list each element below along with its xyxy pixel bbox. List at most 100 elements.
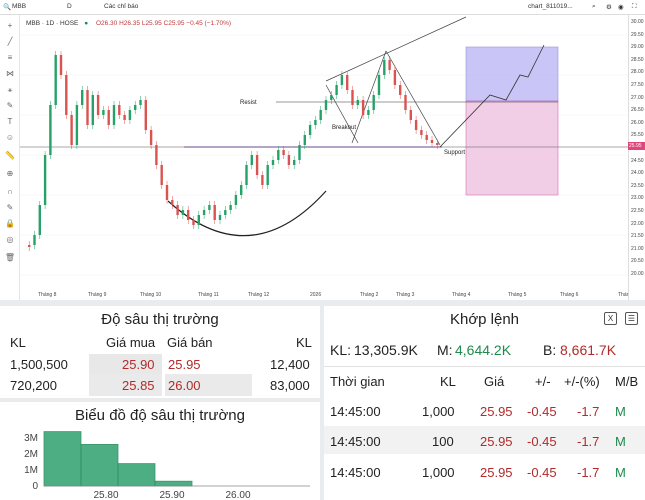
time-tick: Tháng 11 xyxy=(198,292,219,298)
candle xyxy=(139,100,142,105)
candle xyxy=(255,155,259,175)
time-tick: 2026 xyxy=(310,292,322,298)
match-price: 25.95 xyxy=(480,465,513,480)
candle xyxy=(425,135,428,140)
drawing-toolbar: + ╱ ≡ ⋈ ⚹ ✎ T ☺ 📏 ⊕ ∩ ✎ 🔒 ◎ 🗑 xyxy=(0,15,20,300)
candle xyxy=(377,75,381,95)
eye-icon[interactable]: ◎ xyxy=(6,235,14,244)
candle xyxy=(346,75,349,90)
indicators-button[interactable]: Các chỉ báo xyxy=(104,3,139,10)
table-row xyxy=(324,398,645,426)
emoji-icon[interactable]: ☺ xyxy=(5,133,15,142)
risk-zone xyxy=(465,100,559,196)
candle xyxy=(298,145,301,160)
symbol-search[interactable]: MBB xyxy=(12,3,27,10)
depth-header-kl-left: KL xyxy=(10,335,26,350)
fullscreen-icon[interactable]: ⛶ xyxy=(632,3,637,10)
candle xyxy=(128,110,132,120)
price-tick: 25.50 xyxy=(631,132,644,139)
settings-icon[interactable]: ⚙ xyxy=(606,4,612,11)
candle xyxy=(277,150,280,160)
crosshair-icon[interactable]: + xyxy=(7,21,13,30)
chart-layout-name[interactable]: chart_811019... xyxy=(528,3,573,10)
brush-icon[interactable]: ✎ xyxy=(6,101,14,110)
time-tick: Tháng 9 xyxy=(88,292,107,298)
b-label: B: xyxy=(543,342,557,358)
candle xyxy=(54,55,57,105)
depth-ask-vol: 12,400 xyxy=(270,357,310,372)
candle xyxy=(197,215,200,225)
time-tick: Tháng 5 xyxy=(508,292,527,298)
depth-chart: 3M 2M 1M 0 25.80 25.90 26.00 xyxy=(24,431,310,500)
candle xyxy=(303,135,306,145)
interval-button[interactable]: D xyxy=(67,3,72,10)
y-tick-label: 1M xyxy=(24,465,38,476)
bid-bar xyxy=(89,374,162,396)
candle xyxy=(43,155,47,205)
candle xyxy=(245,165,248,185)
resist-label: Resist xyxy=(240,100,257,106)
lock-icon[interactable]: 🔒 xyxy=(5,219,15,228)
time-tick: Tháng 3 xyxy=(396,292,415,298)
depth-ask-price: 26.00 xyxy=(168,378,201,393)
ruler-icon[interactable]: 📏 xyxy=(5,151,15,160)
match-header-side: M/B xyxy=(615,374,639,389)
price-axis: 30.00 29.50 29.00 28.50 28.00 27.50 27.00 26.50… xyxy=(628,15,645,300)
price-tick: 30.00 xyxy=(631,19,644,25)
match-header-kl: KL xyxy=(440,374,456,389)
price-chart[interactable]: MBB · 1D · HOSE ● O26.30 H26.35 L25.95 C… xyxy=(20,15,628,300)
legend-ohlc: O26.30 H26.35 L25.95 C25.95 −0.45 (−1.70… xyxy=(95,20,232,27)
candle xyxy=(208,205,211,210)
lock-draw-icon[interactable]: ✎ xyxy=(6,203,14,212)
price-tick: 21.00 xyxy=(631,245,644,252)
list-view-icon[interactable]: ☰ xyxy=(625,312,638,325)
time-tick: Tháng 2 xyxy=(360,292,379,298)
status-dot-icon: ● xyxy=(84,20,89,27)
x-tick-label: 25.90 xyxy=(159,490,184,500)
match-change: -0.45 xyxy=(527,434,557,449)
candle xyxy=(250,155,253,165)
candle xyxy=(75,105,79,145)
price-tick: 23.50 xyxy=(631,182,644,189)
zoom-icon[interactable]: ⊕ xyxy=(6,169,14,178)
camera-icon[interactable]: ◉ xyxy=(618,4,624,11)
candle xyxy=(330,95,333,100)
candle xyxy=(70,115,73,145)
y-tick-label: 2M xyxy=(24,449,38,460)
channel-right xyxy=(385,50,441,146)
ask-bar xyxy=(165,374,252,396)
cup-arc xyxy=(167,190,327,237)
price-tick: 23.00 xyxy=(631,195,644,202)
candle xyxy=(218,215,222,220)
search-icon-right[interactable]: ⌕ xyxy=(592,3,596,10)
price-tick: 29.50 xyxy=(631,31,644,38)
candle xyxy=(372,95,375,110)
trash-icon[interactable]: 🗑 xyxy=(4,253,16,262)
fib-icon[interactable]: ⋈ xyxy=(6,69,14,78)
pattern-icon[interactable]: ⚹ xyxy=(7,85,13,94)
depth-ask-vol: 83,000 xyxy=(270,378,310,393)
candle xyxy=(351,90,354,105)
bid-bar xyxy=(89,354,162,374)
candle xyxy=(314,120,317,125)
y-tick-label: 0 xyxy=(32,481,38,492)
price-tick: 20.50 xyxy=(631,258,644,265)
price-tick: 28.00 xyxy=(631,69,644,76)
matched-orders-title: Khớp lệnh xyxy=(449,311,520,328)
candle xyxy=(340,75,344,85)
horizontal-line-icon[interactable]: ≡ xyxy=(7,53,13,62)
search-icon[interactable]: 🔍 xyxy=(3,4,12,11)
magnet-icon[interactable]: ∩ xyxy=(7,187,13,196)
text-icon[interactable]: T xyxy=(7,117,13,126)
match-time: 14:45:00 xyxy=(330,465,381,480)
candle xyxy=(293,160,296,165)
trendline-icon[interactable]: ╱ xyxy=(7,37,13,46)
candle xyxy=(266,165,269,185)
candle xyxy=(160,165,163,185)
price-tick: 22.50 xyxy=(631,208,644,214)
chart-legend: MBB · 1D · HOSE ● O26.30 H26.35 L25.95 C… xyxy=(26,20,231,27)
candle xyxy=(123,115,126,120)
candle xyxy=(165,185,169,200)
candle xyxy=(308,125,312,135)
export-excel-icon[interactable]: X xyxy=(604,312,617,325)
